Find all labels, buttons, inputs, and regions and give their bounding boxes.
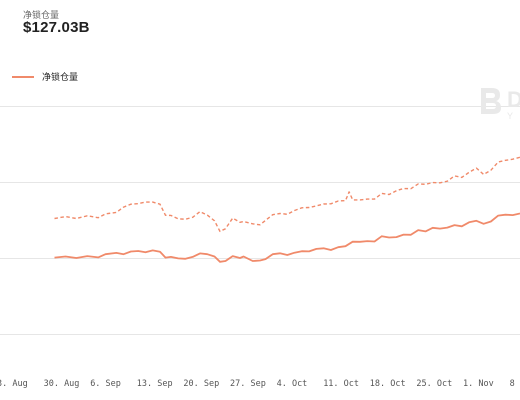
x-tick-label: 1. Nov (463, 379, 494, 389)
series-layer (54, 156, 520, 263)
series-line-dashed (54, 156, 520, 233)
watermark: D Y (481, 87, 520, 121)
legend-item[interactable]: 净锁仓量 (12, 70, 78, 83)
watermark-subtext: Y (507, 111, 513, 121)
x-tick-label: 3. Aug (0, 379, 28, 389)
x-tick-label: 6. Sep (90, 379, 121, 389)
watermark-logo-icon (481, 88, 501, 114)
x-axis: 3. Aug 30. Aug 6. Sep 13. Sep 20. Sep 27. Sep… (0, 379, 515, 389)
x-tick-label: 20. Sep (183, 379, 219, 389)
x-tick-label: 18. Oct (370, 379, 406, 389)
legend-label: 净锁仓量 (42, 73, 79, 83)
x-tick-label: 25. Oct (416, 379, 452, 389)
x-tick-label: 30. Aug (44, 379, 80, 389)
metric-value: $127.03B (23, 19, 90, 36)
legend-line-swatch (12, 75, 34, 78)
x-tick-label: 13. Sep (137, 379, 173, 389)
x-tick-label: 8 (510, 379, 515, 389)
watermark-text: D (507, 87, 520, 112)
series-line-solid (54, 212, 520, 263)
x-tick-label: 27. Sep (230, 379, 266, 389)
metric-label: 净锁仓量 (23, 11, 60, 21)
x-tick-label: 11. Oct (323, 379, 359, 389)
grid-lines (0, 106, 520, 335)
x-tick-label: 4. Oct (277, 379, 308, 389)
